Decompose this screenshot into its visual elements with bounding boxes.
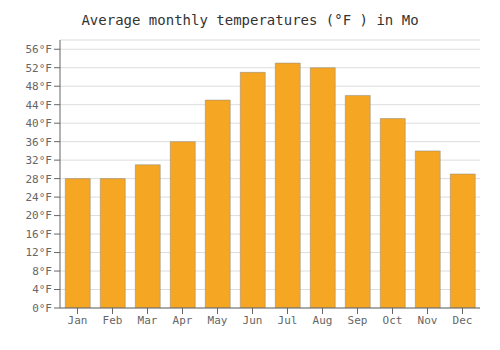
svg-text:Jun: Jun xyxy=(243,314,263,327)
svg-text:Jan: Jan xyxy=(68,314,88,327)
svg-text:Jul: Jul xyxy=(278,314,298,327)
svg-text:40°F: 40°F xyxy=(26,117,53,130)
svg-text:Mar: Mar xyxy=(138,314,158,327)
svg-text:Nov: Nov xyxy=(418,314,438,327)
svg-text:4°F: 4°F xyxy=(32,283,52,296)
svg-text:Aug: Aug xyxy=(313,314,333,327)
svg-text:24°F: 24°F xyxy=(26,191,53,204)
svg-text:0°F: 0°F xyxy=(32,302,52,315)
svg-text:12°F: 12°F xyxy=(26,246,53,259)
svg-text:52°F: 52°F xyxy=(26,62,53,75)
svg-text:8°F: 8°F xyxy=(32,265,52,278)
svg-text:28°F: 28°F xyxy=(26,173,53,186)
svg-text:48°F: 48°F xyxy=(26,80,53,93)
svg-text:Dec: Dec xyxy=(453,314,473,327)
svg-text:44°F: 44°F xyxy=(26,99,53,112)
svg-text:Sep: Sep xyxy=(348,314,368,327)
html-text:Average monthly temperatures (: Average monthly temperatures (°F ) in Mo xyxy=(81,12,419,28)
svg-text:16°F: 16°F xyxy=(26,228,53,241)
svg-text:20°F: 20°F xyxy=(26,209,53,222)
svg-text:May: May xyxy=(208,314,228,327)
svg-text:32°F: 32°F xyxy=(26,154,53,167)
svg-text:Feb: Feb xyxy=(103,314,123,327)
svg-text:Oct: Oct xyxy=(383,314,403,327)
svg-text:Apr: Apr xyxy=(173,314,193,327)
svg-text:36°F: 36°F xyxy=(26,136,53,149)
svg-text:56°F: 56°F xyxy=(26,43,53,56)
